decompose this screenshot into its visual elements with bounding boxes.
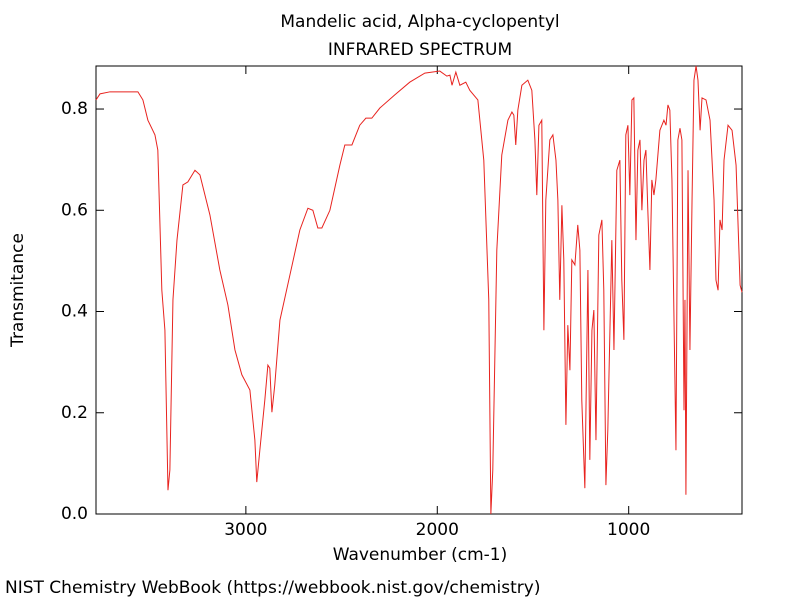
x-tick-label: 3000 [224, 520, 267, 540]
y-tick-label: 0.2 [61, 403, 88, 423]
y-axis-label: Transmitance [8, 233, 28, 348]
chart-subtitle: INFRARED SPECTRUM [328, 40, 512, 60]
y-tick-label: 0.4 [61, 302, 88, 322]
chart-title: Mandelic acid, Alpha-cyclopentyl [280, 12, 559, 32]
y-tick-label: 0.8 [61, 99, 88, 119]
credit: NIST Chemistry WebBook (https://webbook.… [5, 578, 540, 598]
x-axis-label: Wavenumber (cm-1) [333, 545, 508, 565]
x-tick-label: 2000 [416, 520, 459, 540]
y-tick-label: 0.0 [61, 504, 88, 524]
y-tick-label: 0.6 [61, 200, 88, 220]
spectrum-line [95, 65, 743, 515]
x-tick-label: 1000 [607, 520, 650, 540]
plot-frame [95, 65, 743, 515]
